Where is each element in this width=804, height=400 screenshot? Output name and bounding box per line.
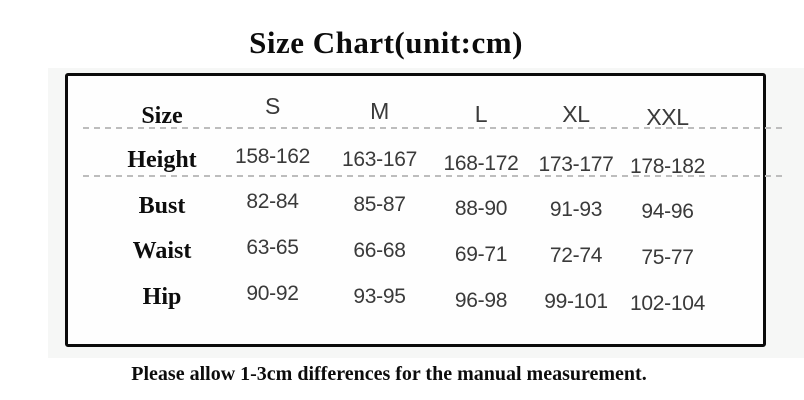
measurement-note: Please allow 1-3cm differences for the m… — [131, 363, 647, 385]
size-value-cell: 178-182 — [630, 154, 705, 178]
col-header-l: L — [474, 100, 488, 127]
size-value-cell: 69-71 — [454, 242, 508, 266]
size-value-cell: 158-162 — [235, 144, 310, 168]
col-header-s: S — [264, 92, 281, 119]
size-value-cell: 99-101 — [544, 289, 608, 313]
size-value-cell: 94-96 — [641, 200, 694, 223]
row-label-waist: Waist — [132, 238, 192, 264]
size-value-cell: 85-87 — [353, 193, 406, 216]
size-value-cell: 93-95 — [353, 284, 406, 308]
size-value-cell: 63-65 — [246, 235, 299, 259]
col-header-xl: XL — [562, 100, 590, 127]
size-value-cell: 96-98 — [454, 288, 508, 312]
dashed-divider-height — [83, 175, 783, 177]
row-label-height: Height — [127, 147, 197, 173]
col-header-xxl: XXL — [646, 103, 689, 130]
size-value-cell: 173-177 — [538, 152, 614, 176]
size-value-cell: 82-84 — [246, 190, 299, 213]
row-label-hip: Hip — [142, 284, 182, 310]
size-value-cell: 163-167 — [342, 147, 417, 171]
size-value-cell: 88-90 — [454, 197, 508, 220]
chart-title: Size Chart(unit:cm) — [249, 25, 523, 60]
size-value-cell: 90-92 — [246, 281, 299, 305]
size-table-frame: Size S M L XL XXL Height 158-162 163-167… — [65, 73, 766, 347]
size-value-cell: 66-68 — [353, 238, 406, 262]
size-table-grid: Size S M L XL XXL Height 158-162 163-167… — [68, 76, 763, 344]
size-value-cell: 91-93 — [549, 198, 603, 221]
size-value-cell: 75-77 — [641, 245, 694, 269]
dashed-divider-header — [83, 127, 783, 129]
size-value-cell: 102-104 — [630, 291, 705, 315]
size-value-cell: 168-172 — [443, 151, 519, 175]
col-header-m: M — [370, 97, 389, 124]
row-label-bust: Bust — [138, 192, 186, 219]
size-value-cell: 72-74 — [549, 243, 603, 267]
col-header-size: Size — [141, 102, 183, 129]
